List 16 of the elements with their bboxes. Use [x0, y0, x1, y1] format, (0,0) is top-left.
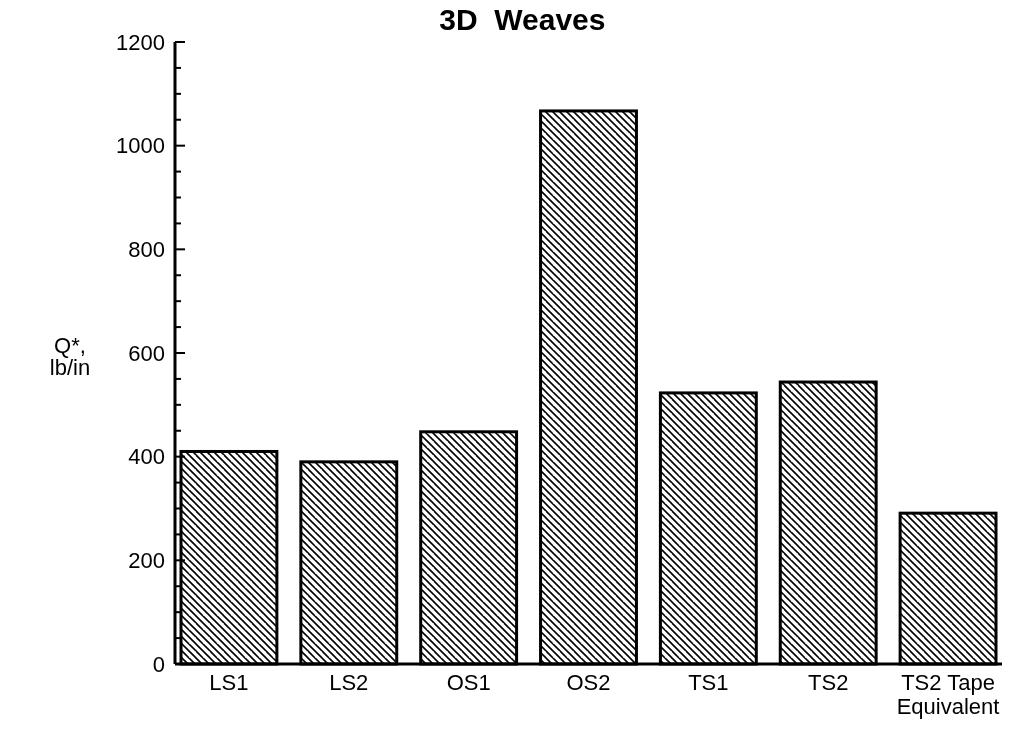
x-tick-label: LS1 — [209, 670, 249, 695]
y-tick-label: 200 — [128, 548, 165, 574]
x-tick-label: TS2 Tape Equivalent — [896, 670, 1000, 719]
y-axis-title: Q*, lb/in — [49, 333, 91, 380]
x-tick-label: TS1 — [688, 670, 729, 695]
x-tick-label: OS2 — [566, 670, 611, 695]
x-tick-label: TS2 — [808, 670, 849, 695]
y-tick-label: 0 — [152, 651, 165, 677]
x-tick-label: LS2 — [329, 670, 369, 695]
x-tick-label: OS1 — [446, 670, 491, 695]
y-tick-label: 1200 — [116, 29, 165, 55]
y-tick-label: 1000 — [116, 133, 165, 159]
y-tick-label: 800 — [128, 237, 165, 263]
chart-title: 3D Weaves — [439, 3, 606, 36]
y-tick-label: 600 — [128, 340, 165, 366]
y-tick-label: 400 — [128, 444, 165, 470]
